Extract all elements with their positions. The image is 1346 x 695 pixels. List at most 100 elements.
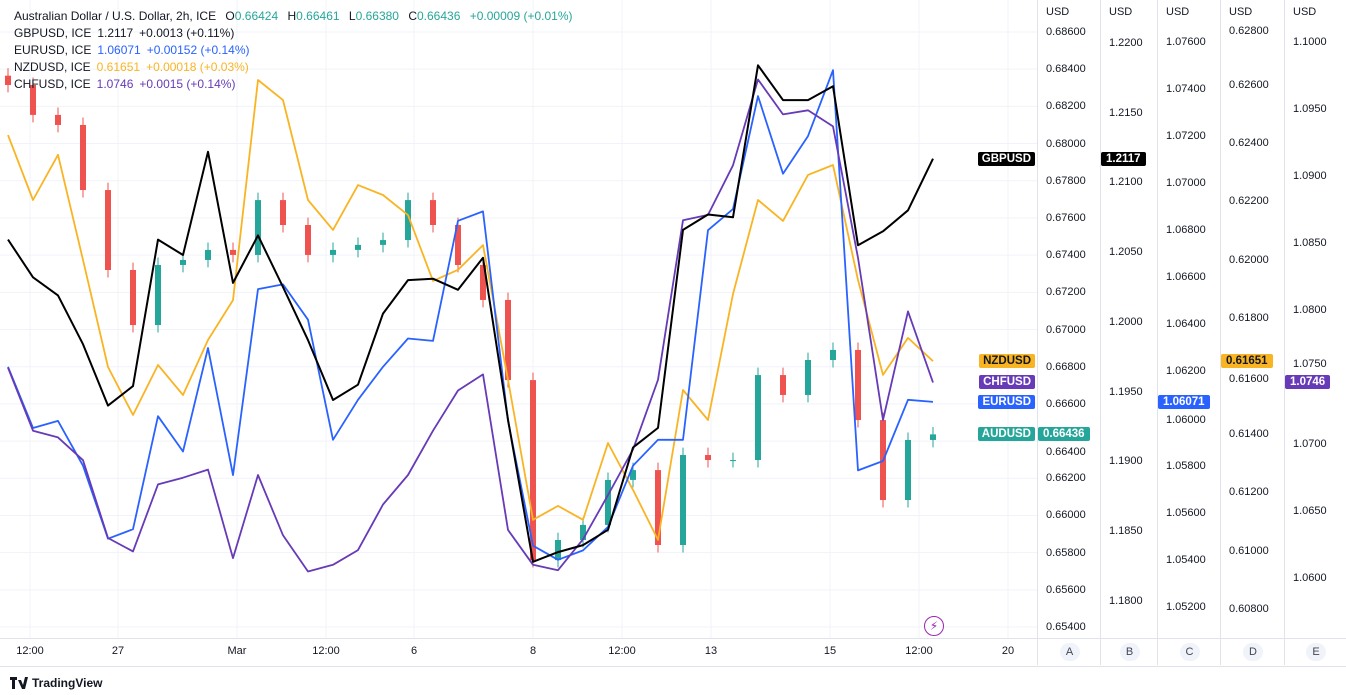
series-label-eurusd: EURUSD <box>978 395 1035 410</box>
candle-body <box>830 349 836 361</box>
candle-body <box>280 200 286 226</box>
candle-body <box>305 225 311 255</box>
axis-tick-label: 0.61000 <box>1229 544 1269 557</box>
axis-button-d[interactable]: D <box>1243 643 1263 661</box>
axis-tick-label: 1.1950 <box>1109 385 1143 398</box>
candle-body <box>5 75 11 85</box>
overlay-change: +0.00018 (+0.03%) <box>146 60 249 74</box>
axis-tick-label: 0.67800 <box>1046 174 1086 187</box>
lightning-icon[interactable]: ⚡︎ <box>924 616 944 636</box>
axis-tick-label: 0.65800 <box>1046 546 1086 559</box>
axis-tick-label: 0.61800 <box>1229 311 1269 324</box>
close-value: 0.66436 <box>417 9 461 23</box>
candle-body <box>580 524 586 541</box>
axis-tick-label: 1.06800 <box>1166 224 1206 237</box>
series-label-chfusd: CHFUSD <box>979 375 1035 390</box>
candle-body <box>255 200 261 255</box>
price-axis-d[interactable]: USD 0.62800 0.62600 0.62400 0.62200 0.62000 0.… <box>1220 0 1285 638</box>
axis-tick-label: 1.06000 <box>1166 413 1206 426</box>
price-tag-gbpusd: 1.2117 <box>1101 151 1146 166</box>
candle-body <box>30 84 36 115</box>
candle-body <box>130 270 136 326</box>
axis-tick-label: 1.06200 <box>1166 365 1206 378</box>
axis-tick-label: 0.61200 <box>1229 486 1269 499</box>
axis-tick-label: 1.1000 <box>1293 35 1327 48</box>
time-tick-label: 15 <box>823 645 837 657</box>
candle-body <box>355 244 361 250</box>
axis-tick-label: 1.06400 <box>1166 318 1206 331</box>
axis-tick-label: 0.62000 <box>1229 253 1269 266</box>
time-axis[interactable]: 12:00 27 Mar 12:00 6 8 12:00 13 15 12:00 20 <box>0 638 1037 665</box>
candle-body <box>180 259 186 265</box>
candle-body <box>605 479 611 525</box>
axis-tick-label: 0.67400 <box>1046 249 1086 262</box>
axis-button-e[interactable]: E <box>1306 643 1326 661</box>
candle-body <box>630 470 636 480</box>
price-axis-e[interactable]: USD 1.1000 1.0950 1.0900 1.0850 1.0800 1.0750 1… <box>1284 0 1346 638</box>
candle-body <box>55 114 61 125</box>
candle-body <box>505 299 511 381</box>
candle-body <box>555 540 561 561</box>
overlay-change: +0.0015 (+0.14%) <box>139 77 236 91</box>
axis-tick-label: 1.07200 <box>1166 130 1206 143</box>
candle-body <box>855 349 861 421</box>
series-label-nzdusd: NZDUSD <box>979 354 1035 369</box>
axis-tick-label: 1.2150 <box>1109 106 1143 119</box>
time-tick-label: 13 <box>704 645 718 657</box>
price-tag-eurusd: 1.06071 <box>1158 394 1210 409</box>
axis-tick-label: 1.0700 <box>1293 438 1327 451</box>
change-value: +0.00009 (+0.01%) <box>469 9 573 23</box>
price-tag-nzdusd: 0.61651 <box>1221 354 1273 369</box>
chart-plot-area[interactable] <box>0 0 1037 638</box>
series-label-audusd: AUDUSD <box>977 427 1035 442</box>
legend-overlay-row[interactable]: NZDUSD, ICE 0.61651 +0.00018 (+0.03%) <box>14 59 572 76</box>
candle-body <box>430 200 436 226</box>
price-axis-b[interactable]: USD 1.2200 1.2150 1.2100 1.2050 1.2000 1.1950 1… <box>1100 0 1158 638</box>
axis-tick-label: 1.1850 <box>1109 525 1143 538</box>
axis-tick-label: 1.07000 <box>1166 177 1206 190</box>
chart-canvas[interactable] <box>0 0 1037 638</box>
price-axis-a[interactable]: USD 0.68600 0.68400 0.68200 0.68000 0.67800 0.… <box>1037 0 1101 638</box>
overlay-value: 1.0746 <box>96 77 134 91</box>
legend-overlay-row[interactable]: EURUSD, ICE 1.06071 +0.00152 (+0.14%) <box>14 42 572 59</box>
high-value: 0.66461 <box>296 9 340 23</box>
candle-body <box>755 375 761 461</box>
overlay-name: NZDUSD, ICE <box>14 60 91 74</box>
axis-tick-label: 1.05800 <box>1166 459 1206 472</box>
axis-button-c[interactable]: C <box>1179 643 1200 661</box>
low-value: 0.66380 <box>355 9 399 23</box>
main-symbol-title[interactable]: Australian Dollar / U.S. Dollar, 2h, ICE <box>14 9 217 23</box>
axis-button-cell: D <box>1220 638 1285 665</box>
candle-body <box>405 200 411 241</box>
axis-tick-label: 1.0600 <box>1293 572 1327 585</box>
candle-body <box>205 249 211 260</box>
axis-tick-label: 1.2200 <box>1109 36 1143 49</box>
axis-tick-label: 1.2100 <box>1109 176 1143 189</box>
time-tick-label: 6 <box>410 645 418 657</box>
overlay-name: EURUSD, ICE <box>14 43 92 57</box>
overlay-value: 1.06071 <box>97 43 141 57</box>
axis-button-a[interactable]: A <box>1059 643 1080 661</box>
axis-tick-label: 1.2000 <box>1109 315 1143 328</box>
open-value: 0.66424 <box>234 9 279 23</box>
axis-unit: USD <box>1293 6 1317 18</box>
axis-button-b[interactable]: B <box>1119 643 1140 661</box>
candle-body <box>905 439 911 501</box>
legend-overlay-row[interactable]: GBPUSD, ICE 1.2117 +0.0013 (+0.11%) <box>14 25 572 42</box>
candle-body <box>105 190 111 271</box>
axis-tick-label: 0.67200 <box>1046 286 1086 299</box>
candle-body <box>780 375 786 395</box>
axis-button-cell: A <box>1037 638 1101 665</box>
axis-tick-label: 0.66400 <box>1046 446 1086 459</box>
axis-unit: USD <box>1166 6 1190 18</box>
legend-overlay-row[interactable]: CHFUSD, ICE 1.0746 +0.0015 (+0.14%) <box>14 76 572 93</box>
candle-body <box>230 249 236 255</box>
axis-tick-label: 0.67000 <box>1046 323 1086 336</box>
time-tick-label: 20 <box>1001 645 1015 657</box>
price-axis-c[interactable]: USD 1.07600 1.07400 1.07200 1.07000 1.06800 1.… <box>1157 0 1221 638</box>
axis-tick-label: 1.1900 <box>1109 455 1143 468</box>
time-tick-label: 27 <box>111 645 125 657</box>
candle-body <box>730 460 736 462</box>
tradingview-logo[interactable]: TradingView <box>10 676 102 690</box>
candle-body <box>380 240 386 245</box>
